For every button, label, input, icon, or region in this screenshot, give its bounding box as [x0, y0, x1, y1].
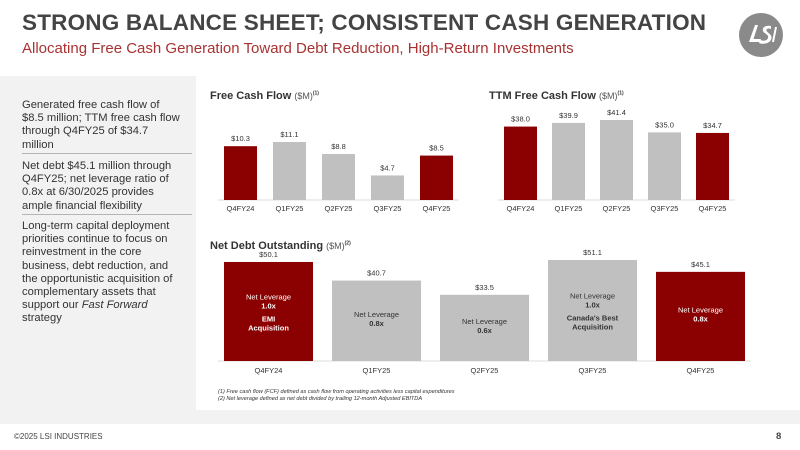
- footnote-1: (1) Free cash flow (FCF) defined as cash…: [218, 389, 455, 395]
- ttm-bar: [552, 122, 585, 200]
- net-debt-bar: [656, 271, 745, 361]
- footnote-2: (2) Net leverage defined as net debt div…: [218, 396, 423, 402]
- net-debt-leverage-label: Net Leverage: [570, 292, 615, 301]
- net-debt-value-label: $51.1: [583, 248, 602, 257]
- net-debt-leverage-label: Net Leverage: [354, 310, 399, 319]
- copyright-text: ©2025 LSI INDUSTRIES: [14, 432, 103, 441]
- ttm-bar: [600, 120, 633, 200]
- bullet-net-debt: Net debt $45.1 million through Q4FY25; n…: [22, 160, 172, 212]
- fcf-x-tick-label: Q2FY25: [325, 204, 353, 213]
- fcf-bar: [371, 175, 404, 200]
- net-debt-acquisition-label: EMI: [262, 314, 275, 323]
- ttm-value-label: $38.0: [511, 115, 530, 124]
- fcf-value-label: $8.5: [429, 144, 444, 153]
- fcf-bar: [273, 142, 306, 200]
- ttm-footnote-ref: (1): [617, 90, 624, 97]
- fcf-x-tick-label: Q4FY24: [227, 204, 255, 213]
- net-debt-value-label: $33.5: [475, 283, 494, 292]
- net-debt-x-tick-label: Q2FY25: [471, 366, 499, 375]
- fcf-bar: [322, 154, 355, 200]
- ttm-bar: [648, 132, 681, 200]
- fcf-x-tick-label: Q1FY25: [276, 204, 304, 213]
- net-debt-x-tick-label: Q1FY25: [363, 366, 391, 375]
- fcf-value-label: $11.1: [280, 130, 298, 139]
- fcf-value-label: $4.7: [380, 163, 395, 172]
- ttm-x-tick-label: Q4FY24: [507, 204, 535, 213]
- bullet-capital-text: Long-term capital deployment priorities …: [22, 220, 173, 312]
- ttm-x-tick-label: Q2FY25: [603, 204, 631, 213]
- fcf-footnote-ref: (1): [312, 90, 319, 97]
- net-debt-bar: [332, 280, 421, 361]
- fcf-value-label: $8.8: [331, 142, 346, 151]
- net-debt-leverage-value: 0.8x: [693, 314, 708, 323]
- fcf-bar: [420, 155, 453, 200]
- net-debt-value-label: $45.1: [691, 260, 710, 269]
- net-debt-leverage-value: 1.0x: [261, 301, 276, 310]
- ttm-bar: [504, 126, 537, 200]
- ttm-value-label: $34.7: [703, 121, 722, 130]
- net-debt-acquisition-label: Acquisition: [248, 323, 289, 332]
- net-debt-x-tick-label: Q3FY25: [579, 366, 607, 375]
- bullet-free-cash-flow: Generated free cash flow of $8.5 million…: [22, 99, 180, 151]
- ttm-value-label: $41.4: [607, 108, 626, 117]
- ttm-title-text: TTM Free Cash Flow: [489, 90, 596, 102]
- page-number: 8: [776, 431, 782, 442]
- net-debt-acquisition-label: Canada's Best: [567, 314, 619, 323]
- ttm-value-label: $35.0: [655, 120, 674, 129]
- ttm-x-tick-label: Q1FY25: [555, 204, 583, 213]
- bullet-strategy-text: strategy: [22, 312, 62, 325]
- fcf-chart-title: Free Cash Flow ($M)(1): [210, 90, 319, 102]
- lsi-logo-icon: [738, 12, 784, 58]
- fcf-title-text: Free Cash Flow: [210, 90, 292, 102]
- fcf-bar: [224, 146, 257, 200]
- net-debt-acquisition-label: Acquisition: [572, 323, 613, 332]
- fcf-x-tick-label: Q4FY25: [423, 204, 451, 213]
- fcf-value-label: $10.3: [231, 134, 250, 143]
- net-debt-leverage-label: Net Leverage: [462, 317, 507, 326]
- net-debt-value-label: $50.1: [259, 250, 278, 259]
- net-debt-value-label: $40.7: [367, 269, 386, 278]
- net-debt-leverage-value: 0.8x: [369, 319, 384, 328]
- page-title: STRONG BALANCE SHEET; CONSISTENT CASH GE…: [22, 10, 707, 35]
- net-debt-bar: [224, 261, 313, 361]
- ttm-value-label: $39.9: [559, 111, 578, 120]
- fast-forward-text: Fast Forward: [81, 299, 148, 312]
- fcf-x-tick-label: Q3FY25: [374, 204, 402, 213]
- ttm-title-unit: ($M): [599, 91, 618, 101]
- net-debt-leverage-label: Net Leverage: [678, 305, 723, 314]
- bullet-divider: [22, 214, 192, 215]
- net-debt-chart-title: Net Debt Outstanding ($M)(2): [210, 240, 351, 252]
- net-debt-x-tick-label: Q4FY24: [255, 366, 283, 375]
- net-debt-leverage-value: 1.0x: [585, 301, 600, 310]
- bullet-capital-deployment: Long-term capital deployment priorities …: [22, 220, 182, 326]
- net-debt-bar: [548, 260, 637, 361]
- ttm-x-tick-label: Q3FY25: [651, 204, 679, 213]
- net-debt-x-tick-label: Q4FY25: [687, 366, 715, 375]
- ttm-bar: [696, 132, 729, 200]
- ttm-chart-title: TTM Free Cash Flow ($M)(1): [489, 90, 624, 102]
- net-debt-bar: [440, 294, 529, 361]
- net-debt-leverage-value: 0.6x: [477, 326, 492, 335]
- bullet-divider: [22, 153, 192, 154]
- net-debt-title-text: Net Debt Outstanding: [210, 240, 324, 252]
- ttm-x-tick-label: Q4FY25: [699, 204, 727, 213]
- net-debt-title-unit: ($M): [326, 241, 345, 251]
- net-debt-footnote-ref: (2): [344, 240, 351, 247]
- fcf-title-unit: ($M): [294, 91, 313, 101]
- page-subtitle: Allocating Free Cash Generation Toward D…: [22, 40, 574, 57]
- net-debt-leverage-label: Net Leverage: [246, 292, 291, 301]
